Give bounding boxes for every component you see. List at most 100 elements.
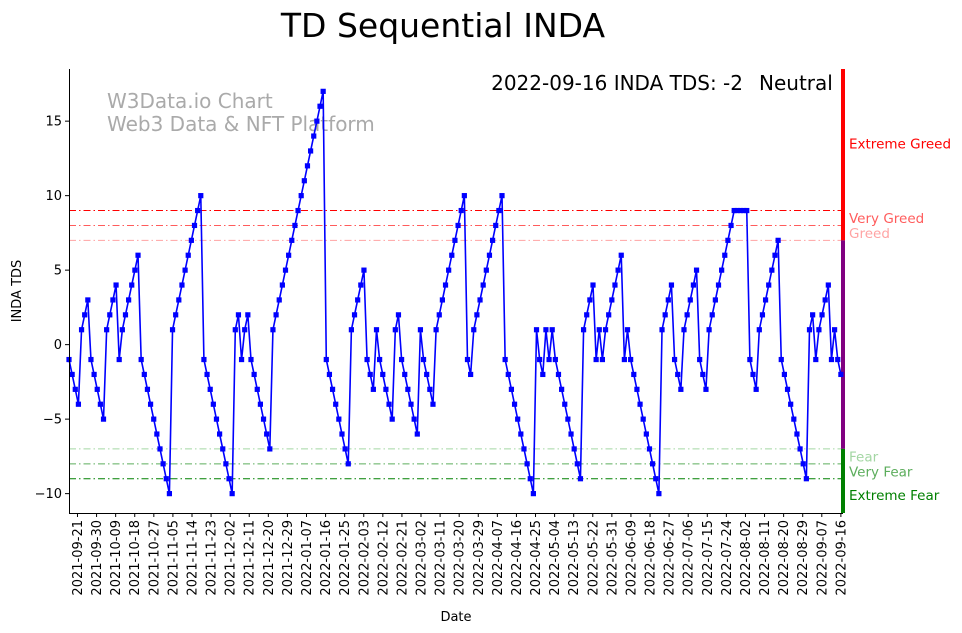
data-point (442, 282, 449, 288)
data-point (794, 431, 800, 437)
data-point (377, 356, 383, 363)
data-point (100, 416, 107, 422)
data-point (176, 297, 182, 303)
data-point (471, 327, 477, 333)
x-tick-label: 2022-03-02 (415, 520, 430, 596)
data-point (78, 327, 85, 333)
data-point (518, 431, 524, 437)
data-point (624, 327, 631, 333)
x-tick-label: 2022-04-25 (529, 520, 544, 596)
data-point (671, 356, 678, 363)
x-tick-label: 2022-06-27 (663, 520, 678, 596)
data-point (270, 327, 276, 333)
data-point (662, 312, 668, 318)
data-point (72, 386, 78, 392)
data-point (781, 371, 787, 378)
data-point (286, 252, 292, 258)
data-point (298, 193, 304, 199)
data-point (489, 237, 496, 243)
x-tick-label: 2021-11-14 (185, 520, 200, 596)
data-point (251, 371, 257, 378)
x-axis-label: Date (440, 610, 471, 625)
data-point (762, 297, 769, 303)
x-tick-label: 2022-07-06 (682, 520, 697, 596)
data-point (706, 327, 712, 333)
data-point (747, 356, 753, 363)
data-point (389, 416, 395, 422)
data-point (612, 282, 618, 288)
data-point (496, 207, 502, 214)
y-tick-label: −10 (35, 487, 62, 502)
data-point (273, 312, 279, 318)
data-point (665, 297, 671, 303)
data-point (690, 282, 697, 288)
data-point (455, 222, 461, 229)
status-label: Neutral (759, 71, 833, 95)
data-point (147, 401, 154, 407)
data-point (728, 222, 734, 229)
data-point (201, 356, 207, 363)
data-point (449, 252, 455, 258)
data-point (402, 371, 408, 378)
data-point (803, 476, 809, 482)
data-point (515, 416, 521, 422)
data-point (769, 267, 775, 273)
data-point (719, 267, 725, 273)
x-tick-label: 2022-02-03 (357, 520, 372, 596)
level-label-5: Extreme Fear (849, 488, 940, 504)
data-point (97, 401, 103, 407)
data-point (684, 312, 690, 318)
data-point (238, 356, 245, 363)
series-line (68, 90, 842, 495)
data-point (464, 356, 471, 363)
data-point (257, 401, 263, 407)
data-point (584, 312, 590, 318)
data-point (659, 327, 665, 333)
x-tick-label: 2021-11-05 (166, 520, 181, 596)
data-point (229, 491, 235, 497)
data-point (220, 446, 226, 452)
data-point (533, 327, 540, 333)
data-point (110, 297, 116, 303)
data-point (210, 401, 216, 407)
data-point (345, 461, 351, 467)
data-point (138, 356, 144, 363)
x-ticks: 2021-09-21 2021-09-30 2021-10-09 2021-10-18… (71, 513, 849, 596)
data-point (559, 386, 565, 392)
x-tick-label: 2022-08-20 (777, 520, 792, 596)
data-point (524, 461, 530, 467)
x-tick-label: 2022-01-25 (338, 520, 353, 596)
data-point (511, 401, 518, 407)
data-point (264, 431, 270, 437)
y-axis-label: INDA TDS (10, 260, 25, 323)
x-tick-label: 2022-01-16 (319, 520, 334, 596)
data-point (527, 476, 533, 482)
data-point (640, 416, 646, 422)
x-tick-label: 2022-06-18 (644, 520, 659, 596)
data-point (715, 282, 722, 288)
data-point (741, 207, 747, 214)
watermark-line-1: W3Data.io Chart (107, 89, 273, 113)
data-point (788, 401, 794, 407)
data-point (446, 267, 452, 273)
data-point (540, 371, 546, 378)
x-tick-label: 2022-05-22 (586, 520, 601, 596)
x-tick-label: 2022-02-12 (376, 520, 391, 596)
data-point (596, 327, 602, 333)
data-point (474, 312, 480, 318)
data-point (816, 327, 822, 333)
data-point (555, 371, 562, 378)
data-point (606, 312, 612, 318)
data-point (678, 386, 684, 392)
data-point (700, 371, 706, 378)
x-tick-label: 2022-08-29 (796, 520, 811, 596)
x-tick-label: 2022-09-16 (834, 520, 849, 596)
y-tick-label: 10 (45, 189, 62, 204)
data-point (468, 371, 474, 378)
data-point (420, 356, 427, 363)
axes (69, 69, 843, 514)
data-point (653, 476, 659, 482)
data-point (552, 356, 558, 363)
data-point (329, 386, 336, 392)
data-point (326, 371, 333, 378)
